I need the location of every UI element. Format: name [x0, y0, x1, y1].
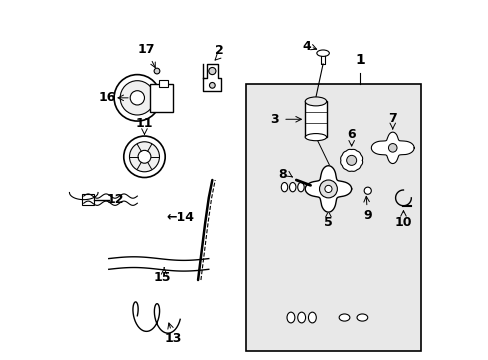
- Bar: [149, 84, 173, 112]
- Polygon shape: [370, 132, 413, 163]
- Ellipse shape: [281, 183, 287, 192]
- Ellipse shape: [308, 312, 316, 323]
- Circle shape: [114, 75, 160, 121]
- Polygon shape: [340, 149, 362, 171]
- Text: 5: 5: [324, 216, 332, 229]
- Text: 9: 9: [363, 208, 371, 221]
- Text: 15: 15: [153, 271, 171, 284]
- Bar: [246, 84, 421, 351]
- Text: 8: 8: [278, 168, 287, 181]
- Circle shape: [154, 68, 160, 74]
- Circle shape: [129, 142, 159, 172]
- Bar: [159, 80, 167, 87]
- Text: 16: 16: [98, 91, 116, 104]
- Ellipse shape: [305, 134, 326, 141]
- Text: 4: 4: [302, 40, 311, 53]
- Text: ←14: ←14: [166, 211, 194, 224]
- Polygon shape: [203, 64, 221, 91]
- Circle shape: [130, 91, 144, 105]
- Text: 2: 2: [215, 44, 224, 57]
- Circle shape: [364, 187, 370, 194]
- Circle shape: [324, 185, 331, 193]
- Circle shape: [123, 136, 165, 177]
- Ellipse shape: [289, 183, 295, 192]
- Ellipse shape: [286, 312, 294, 323]
- Text: 1: 1: [354, 54, 364, 67]
- Circle shape: [120, 81, 154, 115]
- Ellipse shape: [339, 314, 349, 321]
- Text: 7: 7: [387, 112, 396, 125]
- Circle shape: [138, 150, 151, 163]
- Circle shape: [387, 144, 396, 152]
- Circle shape: [208, 67, 216, 75]
- Polygon shape: [305, 166, 351, 212]
- Text: 13: 13: [164, 332, 182, 345]
- Ellipse shape: [305, 97, 326, 106]
- Circle shape: [346, 156, 356, 165]
- Text: 11: 11: [136, 117, 153, 130]
- Text: 17: 17: [137, 43, 155, 68]
- Text: 6: 6: [346, 128, 355, 141]
- Text: 10: 10: [394, 216, 411, 229]
- Ellipse shape: [297, 312, 305, 323]
- Ellipse shape: [356, 314, 367, 321]
- Bar: [82, 194, 94, 205]
- Text: 12: 12: [107, 193, 124, 206]
- Circle shape: [209, 82, 215, 88]
- Ellipse shape: [297, 183, 304, 192]
- Bar: [305, 102, 326, 137]
- Ellipse shape: [316, 50, 328, 57]
- Text: 3: 3: [269, 113, 278, 126]
- Circle shape: [319, 180, 337, 198]
